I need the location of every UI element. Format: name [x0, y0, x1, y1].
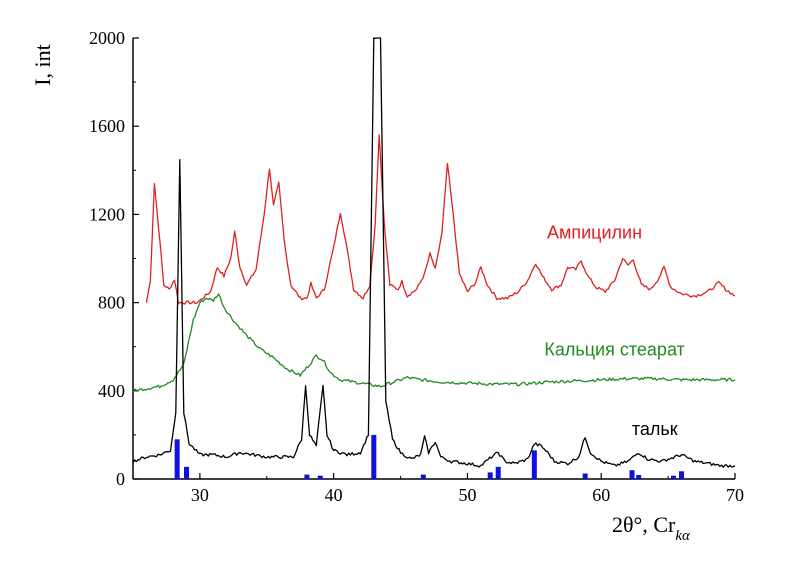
x-tick-label: 60 [592, 485, 610, 505]
reference-bar [184, 466, 190, 479]
x-tick-label: 70 [726, 485, 744, 505]
axes [132, 37, 736, 480]
y-tick-label: 1200 [89, 204, 125, 224]
x-tick-label: 50 [458, 485, 476, 505]
y-tick-label: 400 [98, 381, 125, 401]
y-tick-label: 0 [116, 469, 125, 489]
reference-bar [487, 472, 493, 479]
reference-bar [371, 434, 377, 479]
reference-bar [636, 475, 642, 479]
x-tick-label: 30 [191, 485, 209, 505]
y-axis-title: I, int [30, 44, 55, 86]
reference-bar [317, 475, 323, 479]
reference-bars [174, 434, 684, 479]
reference-bar [420, 474, 426, 479]
y-tick-label: 1600 [89, 116, 125, 136]
reference-bar [531, 450, 537, 479]
reference-bar [670, 475, 676, 479]
reference-bar [629, 470, 635, 479]
series-label-2: тальк [632, 419, 678, 439]
series-label-0: Ампицилин [547, 223, 642, 243]
x-axis-title-main: 2θ°, Cr [612, 512, 676, 537]
series-labels: Ампицилин Кальция стеарат тальк [544, 223, 684, 439]
reference-bar [582, 473, 588, 479]
series-line-0 [145, 134, 736, 305]
reference-bar [304, 474, 310, 479]
reference-bar [678, 471, 684, 479]
x-axis-title-subscript: kα [675, 528, 691, 544]
series-lines [132, 37, 736, 468]
y-tick-label: 2000 [89, 28, 125, 48]
x-axis-title: 2θ°, Crkα [612, 512, 691, 544]
series-line-2 [132, 37, 736, 468]
reference-bar [495, 466, 501, 479]
reference-bar [174, 439, 180, 479]
series-label-1: Кальция стеарат [544, 340, 684, 360]
series-line-1 [132, 293, 736, 392]
tick-labels: 30 40 50 60 70 0 400 800 1200 1600 2000 [89, 28, 744, 505]
y-tick-label: 800 [98, 293, 125, 313]
x-tick-label: 40 [325, 485, 343, 505]
